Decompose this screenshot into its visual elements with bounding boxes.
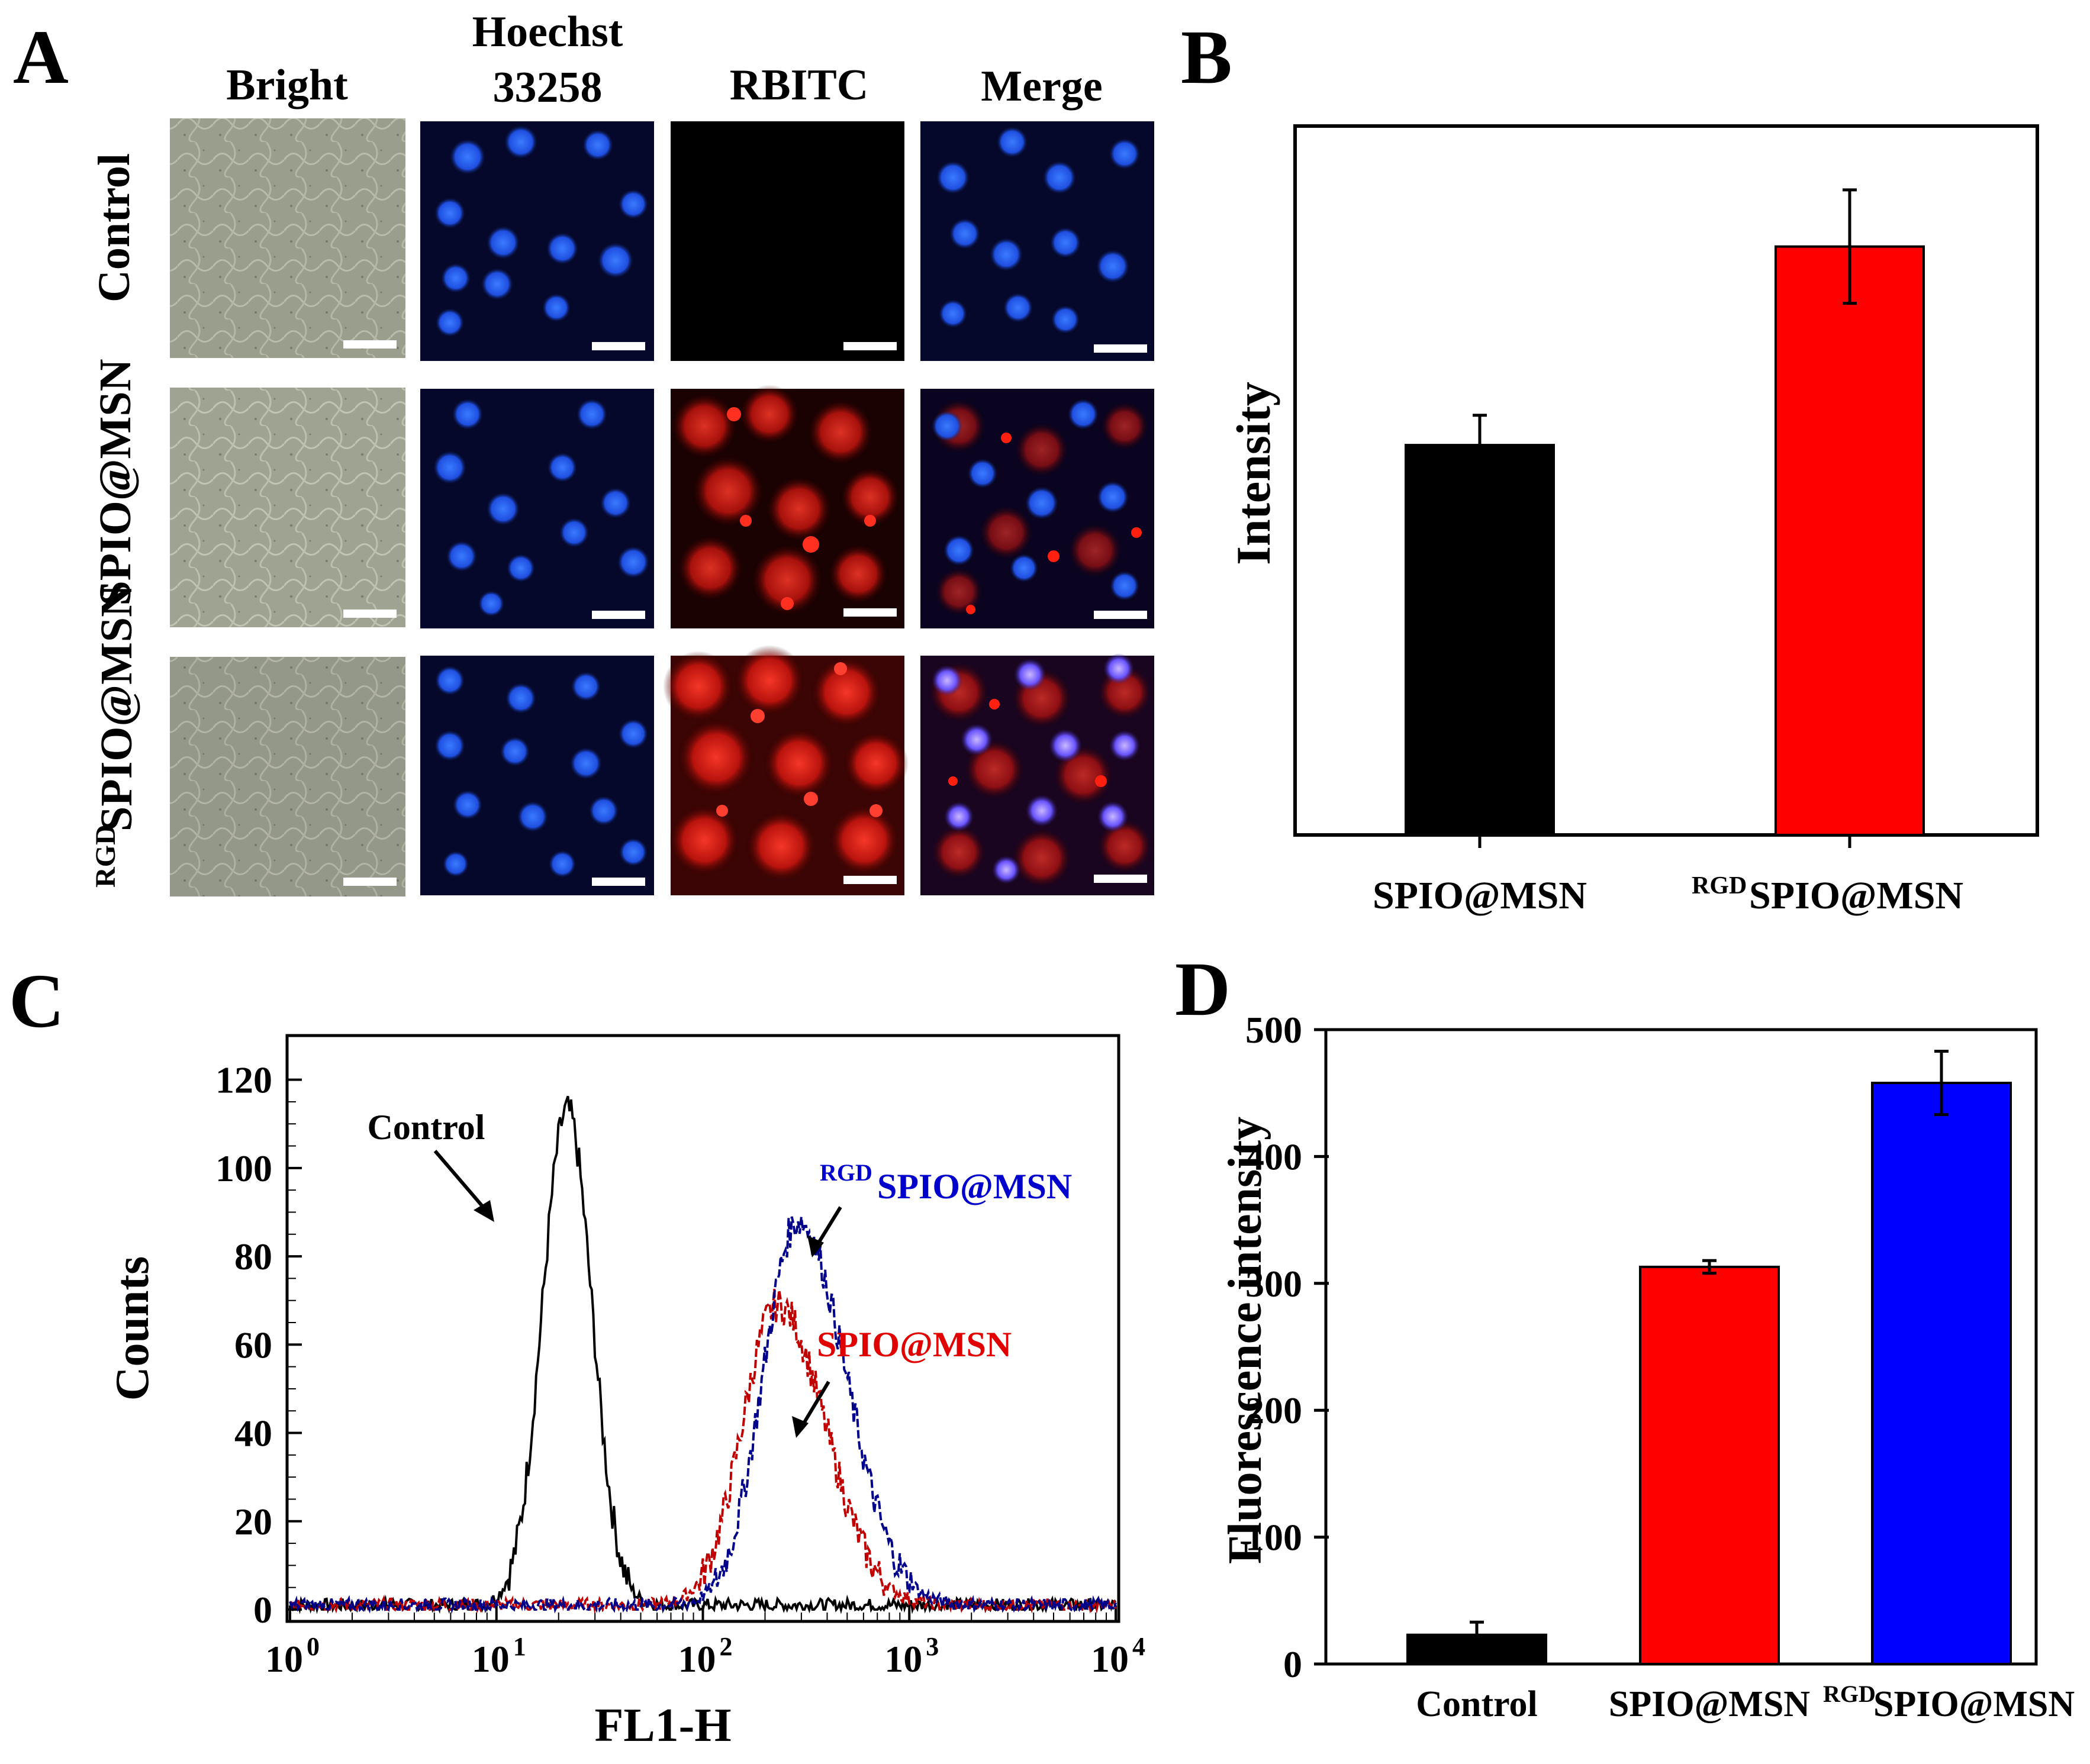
micrograph-row-spio-msn <box>170 385 1154 628</box>
x-tick-exponent: 4 <box>1132 1632 1145 1661</box>
col-header-bright: Bright <box>226 61 348 109</box>
y-tick-label: 100 <box>215 1147 272 1189</box>
x-tick-label: 10 <box>884 1638 922 1680</box>
col-header-hoechst: Hoechst <box>472 8 623 56</box>
x-tick-label: SPIO@MSN <box>1373 874 1587 917</box>
scale-bar <box>592 611 645 619</box>
y-tick-label: 400 <box>1245 1136 1302 1178</box>
row-label-spio-msn: SPIO@MSN <box>91 359 140 606</box>
x-tick-label: Control <box>1416 1684 1538 1724</box>
scale-bar <box>843 342 897 350</box>
y-tick-label: 0 <box>1283 1643 1302 1685</box>
x-tick-exponent: 1 <box>513 1632 526 1661</box>
annotation-superscript: RGD <box>820 1159 872 1186</box>
panel-c-ylabel: Counts <box>107 1256 159 1401</box>
y-tick-label: 500 <box>1245 1009 1302 1051</box>
micrograph-bright-control <box>170 118 405 358</box>
x-tick-label-superscript: RGD <box>1823 1681 1876 1707</box>
bar <box>1405 444 1555 836</box>
panel-c-xlabel: FL1-H <box>594 1699 731 1752</box>
row-label-rgd-sup: RGD <box>90 824 121 888</box>
panel-a-label: A <box>13 15 69 100</box>
bar <box>1639 1265 1780 1665</box>
panel-b-ylabel: Intensity <box>1226 382 1280 565</box>
panel-d: D Fluorescence intensity 0 100 200 300 400 50… <box>1175 947 2075 1724</box>
bar <box>1871 1082 2012 1665</box>
y-tick-label: 40 <box>234 1413 272 1455</box>
bar <box>1775 245 1925 837</box>
panel-d-ylabel: Fluorescence intensity <box>1219 1117 1271 1564</box>
micrograph-row-rgd-spio-msn <box>170 645 1154 896</box>
x-tick-exponent: 3 <box>926 1632 939 1661</box>
annotation-arrow <box>815 1206 842 1247</box>
micrograph-row-control <box>170 118 1154 361</box>
scale-bar <box>1094 611 1147 619</box>
micrograph-bright-rgd <box>170 657 405 896</box>
col-header-merge: Merge <box>981 62 1102 111</box>
col-header-rbitc: RBITC <box>730 61 868 109</box>
y-tick-label: 60 <box>234 1324 272 1366</box>
y-tick-label: 120 <box>215 1059 272 1101</box>
x-tick-label: 10 <box>472 1638 510 1680</box>
panel-a: A Bright Hoechst 33258 RBITC Merge Contr… <box>13 8 1154 896</box>
scale-bar <box>1094 875 1147 883</box>
annotation-arrowhead <box>792 1416 809 1438</box>
x-tick-label: SPIO@MSN <box>1873 1684 2075 1724</box>
micrograph-bright-spio <box>170 388 405 627</box>
y-tick-label: 100 <box>1245 1517 1302 1559</box>
annotation-control: Control <box>368 1108 485 1147</box>
annotation-spio: SPIO@MSN <box>817 1325 1012 1364</box>
x-tick-label: 10 <box>265 1638 303 1680</box>
scale-bar <box>843 876 897 884</box>
panel-b-label: B <box>1181 15 1232 100</box>
row-label-rgd-spio-msn: SPIO@MSN <box>92 585 141 831</box>
micrograph-rbitc-control <box>671 121 904 361</box>
panel-b: B Intensity SPIO@MSN RGD SPIO@MSN <box>1181 15 2039 917</box>
panel-d-label: D <box>1175 947 1231 1032</box>
scale-bar <box>343 878 397 886</box>
scale-bar <box>843 608 897 617</box>
y-tick-label: 80 <box>234 1236 272 1278</box>
x-tick-label: 10 <box>678 1638 716 1680</box>
scale-bar <box>343 610 397 618</box>
panel-c-label: C <box>9 959 65 1044</box>
y-tick-label: 20 <box>234 1501 272 1543</box>
y-tick-label: 300 <box>1245 1263 1302 1305</box>
x-tick-label: SPIO@MSN <box>1749 874 1963 917</box>
x-tick-label: SPIO@MSN <box>1609 1684 1810 1724</box>
col-header-33258: 33258 <box>493 63 603 112</box>
scale-bar <box>1094 344 1147 353</box>
y-tick-label: 0 <box>253 1589 272 1631</box>
row-label-control: Control <box>89 153 139 302</box>
annotation-arrow <box>800 1381 830 1427</box>
scale-bar <box>343 340 397 349</box>
x-tick-label-superscript: RGD <box>1692 872 1747 899</box>
annotation-arrow <box>433 1150 490 1214</box>
annotation-arrowhead <box>474 1200 494 1222</box>
annotation-arrowhead <box>807 1236 824 1257</box>
x-tick-exponent: 0 <box>307 1632 320 1661</box>
panel-c-frame <box>285 1034 1120 1623</box>
annotation-rgd-spio: SPIO@MSN <box>877 1167 1072 1206</box>
y-tick-label: 200 <box>1245 1389 1302 1431</box>
scale-bar <box>592 878 645 886</box>
scale-bar <box>592 342 645 350</box>
x-tick-exponent: 2 <box>720 1632 733 1661</box>
x-tick-label: 10 <box>1091 1638 1129 1680</box>
histogram-series <box>289 1216 1117 1614</box>
